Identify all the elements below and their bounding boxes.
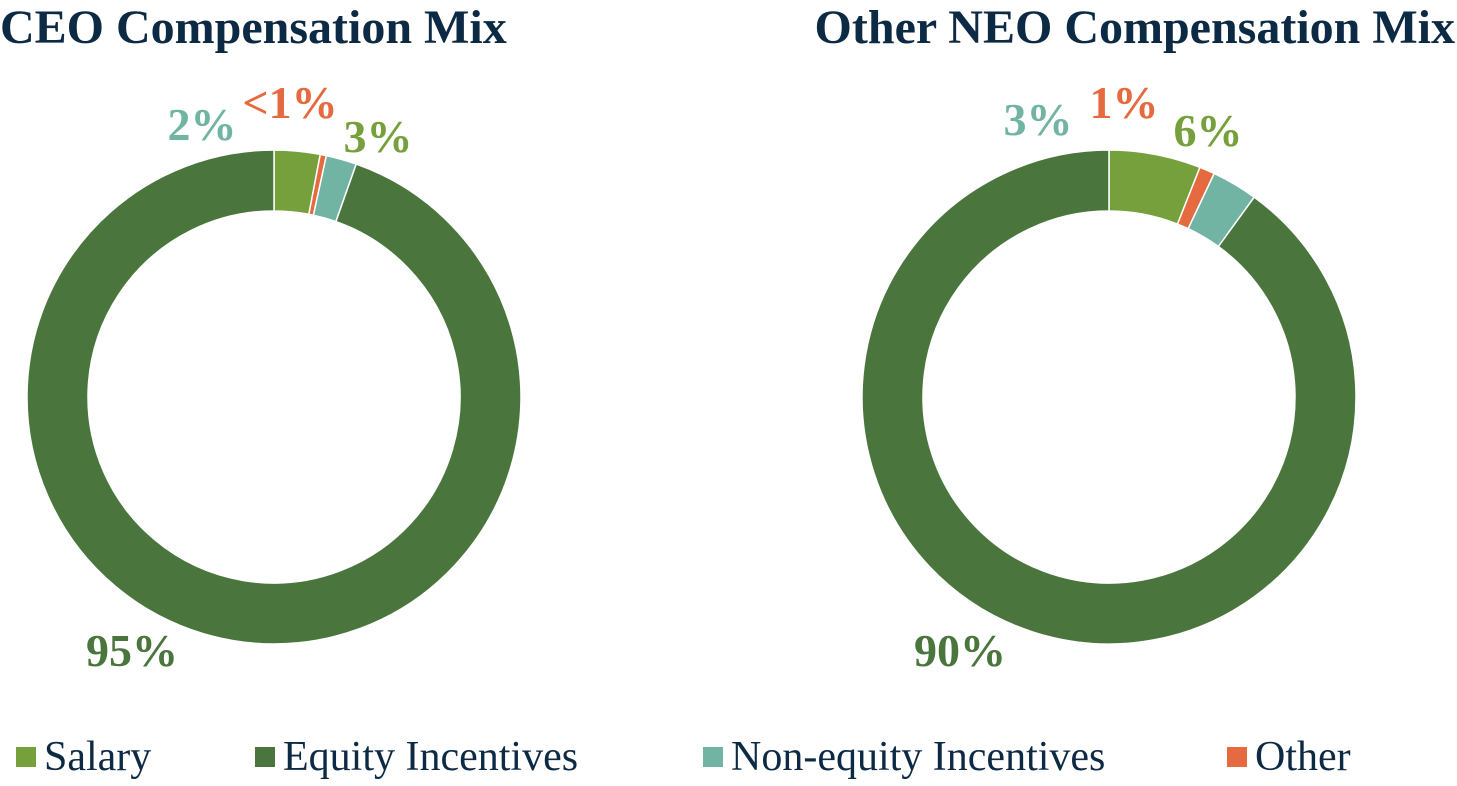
legend-swatch-other [1227,747,1247,767]
data-label-other: <1% [242,77,337,128]
data-label-non-equity-incentives: 2% [168,99,237,150]
legend-label-non-equity-incentives: Non-equity Incentives [731,734,1106,780]
chart-legend: Salary Equity Incentives Non-equity Ince… [0,728,1457,786]
neo-chart-title: Other NEO Compensation Mix [814,1,1455,54]
data-label-non-equity-incentives: 3% [1004,94,1073,145]
legend-label-equity-incentives: Equity Incentives [283,734,579,780]
data-label-equity-incentives: 95% [86,625,178,676]
legend-item-equity-incentives: Equity Incentives [255,728,578,786]
legend-swatch-non-equity-incentives [703,747,723,767]
legend-item-non-equity-incentives: Non-equity Incentives [703,728,1105,786]
slice-equity-incentives [861,149,1357,645]
data-label-salary: 3% [344,111,413,162]
data-label-other: 1% [1090,77,1159,128]
legend-item-salary: Salary [16,728,151,786]
legend-item-other: Other [1227,728,1351,786]
legend-swatch-salary [16,747,36,767]
data-label-salary: 6% [1174,105,1243,156]
legend-label-salary: Salary [44,734,152,780]
slice-equity-incentives [26,149,522,645]
legend-swatch-equity-incentives [255,747,275,767]
ceo-chart-title: CEO Compensation Mix [0,1,507,54]
data-label-equity-incentives: 90% [914,625,1006,676]
legend-label-other: Other [1255,734,1351,780]
